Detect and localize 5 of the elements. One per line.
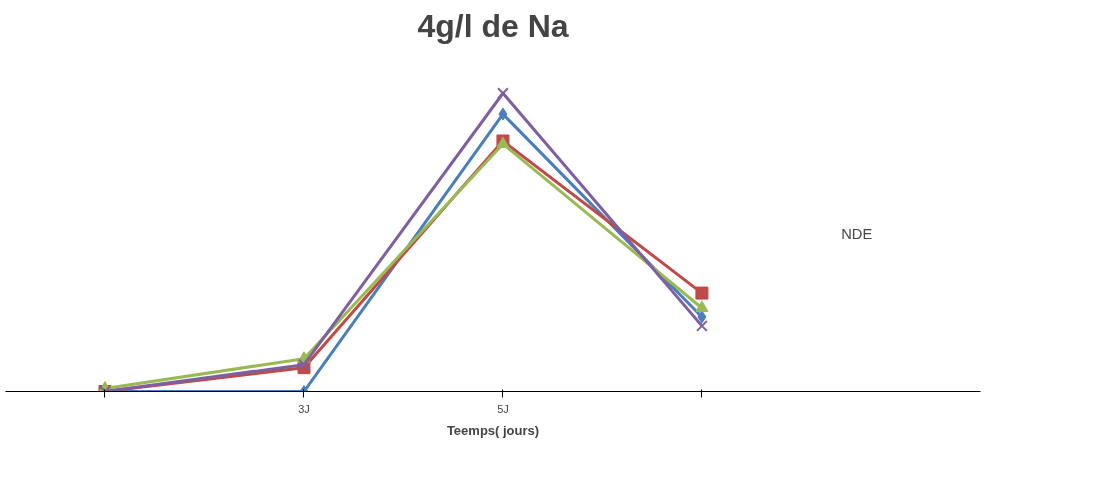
text: NDE (841, 226, 873, 243)
chart-title: 4g/l de Na (417, 7, 569, 44)
x-axis-title: Teemps( jours) (446, 422, 540, 438)
x-tick-label: 5J (497, 402, 509, 415)
x-tick-label: 3J (298, 402, 310, 415)
